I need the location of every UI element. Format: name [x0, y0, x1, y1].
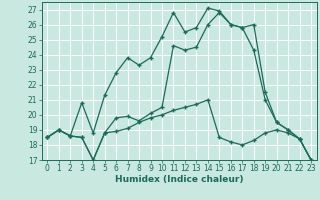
X-axis label: Humidex (Indice chaleur): Humidex (Indice chaleur): [115, 175, 244, 184]
